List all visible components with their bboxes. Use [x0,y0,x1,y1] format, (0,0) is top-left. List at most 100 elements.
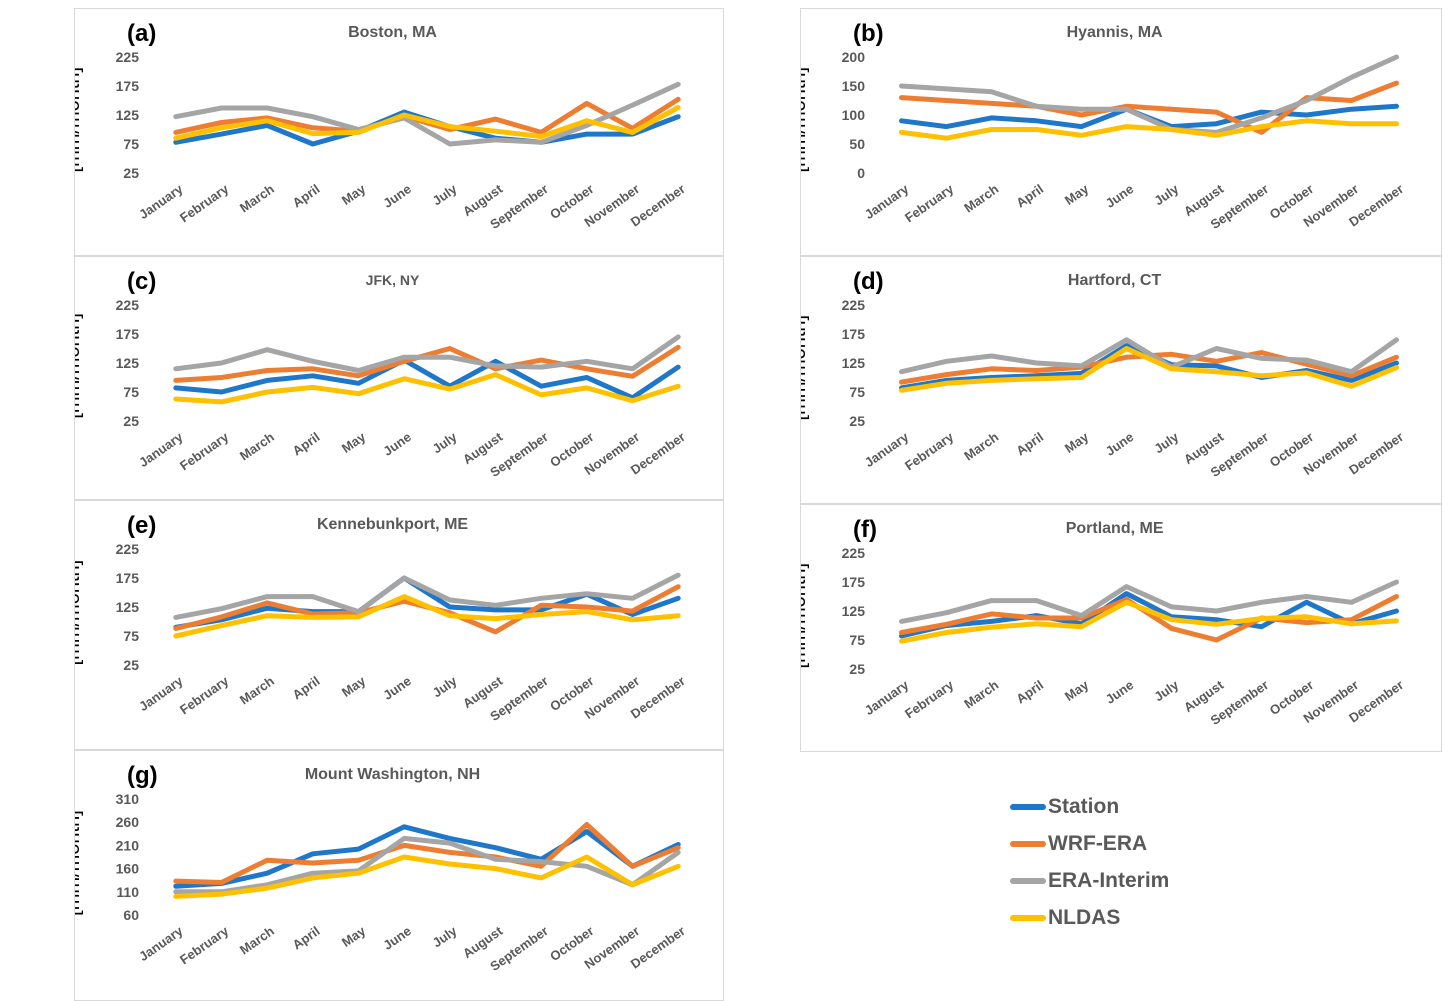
data-point [1034,377,1039,381]
legend-item-station: Station [1010,788,1210,825]
x-tick-label: July [430,429,461,457]
y-tick-label: 175 [116,570,140,586]
data-point [356,374,361,378]
y-tick-label: 160 [116,861,140,877]
data-point [402,576,406,580]
data-point [448,355,452,359]
x-tick-label: February [177,673,232,718]
data-point [219,106,224,110]
data-point [1079,125,1084,129]
data-point [899,388,904,392]
legend-label-station: Station [1048,794,1120,818]
chart-title: Portland, ME [1066,520,1164,537]
data-point [402,359,406,363]
x-tick-label: February [902,181,957,226]
data-point [1304,615,1309,619]
data-point [356,368,361,373]
data-point [1394,81,1399,85]
data-point [219,615,224,619]
data-point [989,612,994,616]
data-point [311,367,315,371]
series-line-nldas [899,599,1399,644]
data-point [356,871,361,875]
x-tick-label: June [380,429,413,459]
data-point [539,365,543,369]
data-point [899,634,904,638]
data-point [1394,55,1399,59]
data-point [265,123,269,127]
x-tick-label: April [1013,677,1046,706]
series-line-wrf-era [173,822,681,885]
data-point [174,634,178,638]
panel-label: (d) [853,268,884,295]
data-point [899,84,904,88]
panel-label: (f) [853,516,877,543]
panel-label: (b) [853,20,884,47]
data-point [1169,605,1174,609]
data-point [265,871,269,875]
data-point [676,105,680,110]
series-line-era-interim [899,54,1399,135]
data-point [630,618,635,622]
data-point [265,601,269,605]
y-tick-label: 25 [849,413,865,429]
data-point [944,98,949,103]
data-point [676,585,680,589]
x-tick-label: April [1013,181,1046,210]
data-point [493,608,498,612]
y-tick-label: 125 [842,603,866,619]
data-point [1034,119,1039,123]
chart-panel-b: (b) Hyannis, MA Precipitation Rate[mm/mont… [800,8,1442,256]
y-tick-label: 0 [857,165,865,181]
data-point [676,115,680,119]
data-point [265,119,269,123]
data-point [676,82,680,86]
y-axis-label: Precipitation Rate[mm/month] [801,563,810,669]
svg-text:[mm/month]: [mm/month] [75,67,84,173]
chart-svg: (c) JFK, NY Precipitation Rate[mm/month] 25… [75,268,688,480]
data-point [585,822,589,827]
data-point [448,387,452,391]
data-point [585,855,589,859]
x-tick-label: February [177,923,232,968]
data-point [402,355,406,359]
y-tick-label: 225 [842,297,866,313]
y-axis-label: Precipitation Rate[mm/month] [801,67,810,173]
data-point [539,358,543,362]
data-point [899,630,904,635]
x-tick-label: May [1062,429,1092,456]
data-point [944,87,949,91]
data-point [899,119,904,123]
data-point [402,843,406,847]
data-point [402,599,406,603]
y-tick-label: 25 [123,657,139,673]
data-point [493,364,498,368]
data-point [356,392,361,396]
data-point [174,140,178,144]
data-point [676,384,680,388]
data-point [1124,107,1129,111]
data-point [448,614,452,618]
y-tick-label: 175 [116,326,140,342]
data-point [174,386,178,390]
data-point [219,880,224,885]
data-point [676,596,680,600]
data-point [1124,592,1129,596]
y-tick-label: 175 [842,326,866,342]
data-point [1259,600,1264,604]
data-point [630,126,635,130]
data-point [311,852,315,856]
data-point [676,850,680,854]
data-point [1259,356,1264,360]
x-tick-label: April [290,923,323,952]
data-point [630,864,635,868]
data-point [219,132,224,136]
series-line-station [899,591,1399,639]
data-point [265,858,269,862]
data-point [1079,614,1084,618]
legend-swatch-wrf-era [1010,840,1046,847]
data-point [448,862,452,866]
series-line-era-interim [899,337,1399,375]
data-point [944,611,949,615]
x-tick-label: May [339,673,369,700]
